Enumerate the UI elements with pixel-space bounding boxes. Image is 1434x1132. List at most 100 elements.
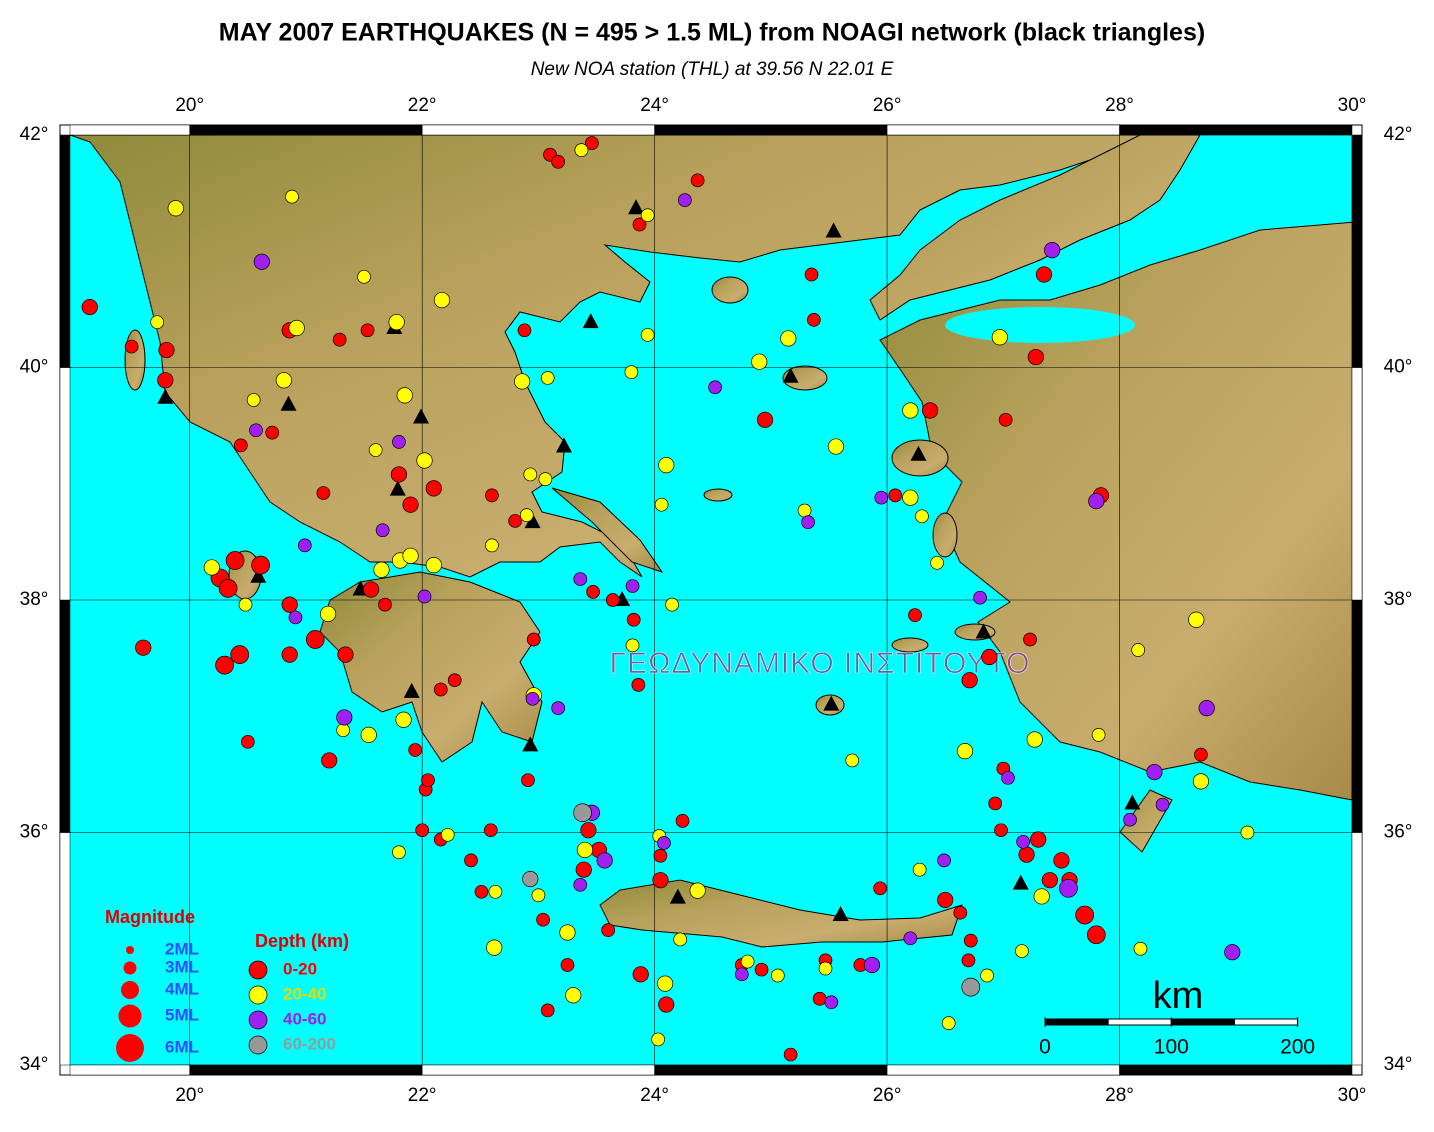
earthquake — [402, 496, 419, 513]
earthquake — [415, 823, 430, 838]
magnitude-legend-title: Magnitude — [105, 907, 195, 927]
station — [975, 623, 992, 639]
earthquake — [167, 200, 184, 217]
earthquake — [1018, 846, 1035, 863]
earthquake — [1075, 905, 1095, 925]
earthquake — [357, 269, 371, 284]
earthquake — [1091, 727, 1106, 742]
earthquake — [425, 557, 442, 574]
frame-segment — [1351, 367, 1363, 601]
earthquake — [1198, 700, 1215, 717]
marmara-sea — [945, 307, 1135, 343]
station — [389, 480, 406, 496]
earthquake — [336, 723, 350, 738]
earthquake — [1224, 944, 1241, 961]
x-tick-label: 28° — [1105, 1085, 1134, 1106]
earthquake — [234, 438, 248, 453]
earthquake — [488, 884, 503, 899]
earthquake — [601, 923, 615, 938]
earthquake — [1188, 611, 1205, 628]
magnitude-legend-marker — [116, 1034, 144, 1062]
frame-segment — [654, 1064, 888, 1076]
earthquake — [998, 412, 1013, 427]
station — [832, 906, 849, 922]
frame-segment — [1351, 832, 1363, 1066]
earthquake — [656, 975, 674, 992]
earthquake — [485, 488, 499, 503]
earthquake — [373, 561, 390, 578]
x-tick-label: 30° — [1338, 95, 1367, 116]
earthquake — [150, 315, 165, 330]
frame-segment — [189, 124, 423, 136]
earthquake — [559, 924, 576, 941]
earthquake — [824, 995, 839, 1010]
earthquake — [1146, 763, 1163, 781]
frame-segment — [886, 1064, 1120, 1076]
earthquake — [573, 803, 592, 823]
peloponnese — [319, 571, 543, 763]
earthquake — [651, 1032, 665, 1047]
earthquake — [994, 823, 1008, 838]
earthquake — [433, 291, 451, 309]
earthquake — [1240, 825, 1255, 840]
frame-segment — [1351, 134, 1363, 368]
earthquake — [1016, 834, 1030, 849]
earthquake — [297, 538, 312, 553]
earthquake — [1044, 241, 1061, 259]
earthquake — [930, 555, 944, 570]
subtitle: New NOA station (THL) at 39.56 N 22.01 E — [531, 59, 894, 80]
earthquake — [485, 538, 499, 553]
earthquake — [631, 678, 646, 692]
y-tick-label: 34° — [20, 1054, 49, 1075]
earthquake — [360, 323, 375, 338]
land — [69, 134, 1356, 948]
earthquake — [665, 597, 679, 612]
earthquake — [754, 962, 769, 977]
station — [582, 313, 599, 329]
earthquake — [1088, 493, 1105, 510]
earthquake — [230, 645, 250, 664]
earthquake — [483, 823, 498, 838]
earthquake — [708, 380, 722, 395]
earthquake — [417, 589, 432, 604]
depth-legend-label: 0-20 — [283, 959, 317, 978]
magnitude-legend-label: 3ML — [165, 957, 199, 976]
earthquake — [523, 467, 538, 482]
earthquake — [908, 608, 922, 622]
earthquake — [1194, 747, 1208, 762]
earthquake — [640, 208, 655, 223]
earthquake — [390, 466, 408, 483]
earthquake — [626, 612, 641, 627]
earthquake — [360, 726, 377, 743]
earthquake — [780, 330, 797, 347]
earthquake — [961, 672, 978, 689]
earthquake — [818, 961, 833, 976]
depth-legend-marker — [248, 1035, 268, 1055]
magnitude-legend-marker — [126, 946, 134, 954]
earthquake — [536, 912, 550, 927]
depth-legend-marker — [248, 960, 268, 980]
earthquake — [770, 968, 785, 983]
frame-segment — [59, 367, 71, 601]
earthquake — [902, 489, 919, 506]
earthquake — [203, 559, 220, 576]
earthquake — [980, 968, 994, 983]
earthquake — [1030, 831, 1047, 848]
station — [413, 408, 430, 424]
x-tick-label: 28° — [1105, 95, 1134, 116]
earthquake — [565, 987, 582, 1004]
x-tick-label: 24° — [640, 1085, 669, 1106]
earthquake — [464, 853, 478, 868]
station — [823, 695, 840, 711]
earthquake — [416, 452, 433, 469]
earthquake — [1192, 773, 1210, 790]
earthquake — [624, 365, 639, 379]
earthquake — [288, 610, 303, 625]
earthquake — [586, 585, 600, 599]
earthquake — [654, 497, 669, 512]
magnitude-legend-label: 4ML — [165, 979, 199, 998]
earthquake — [218, 579, 238, 598]
earthquake — [1059, 878, 1078, 898]
